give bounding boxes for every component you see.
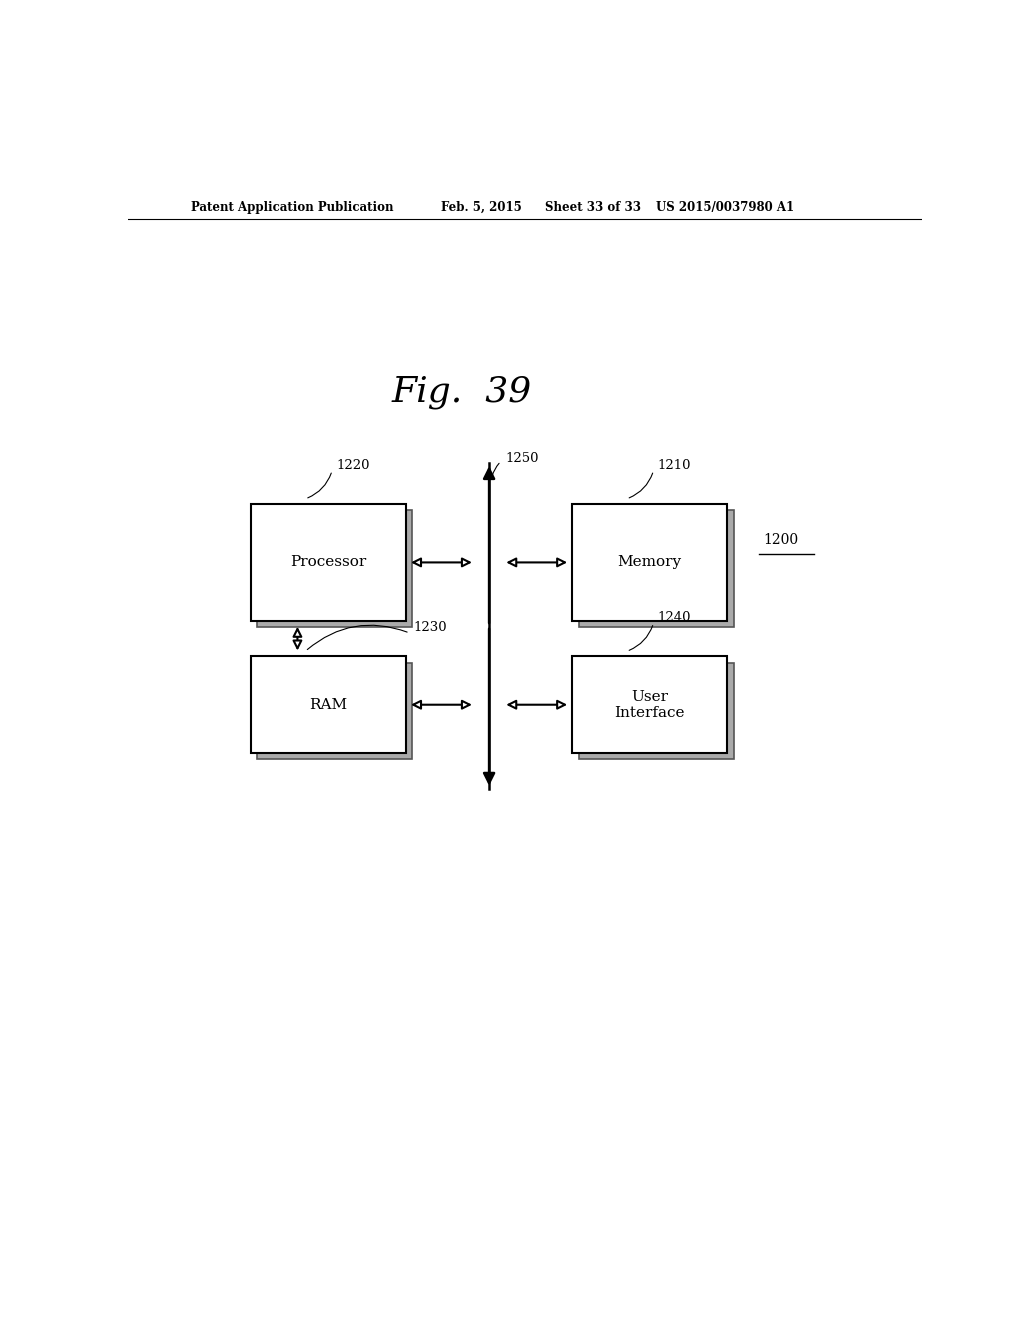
Bar [257, 510, 412, 627]
Text: Feb. 5, 2015: Feb. 5, 2015 [441, 201, 522, 214]
Text: 1200: 1200 [763, 532, 798, 546]
Text: US 2015/0037980 A1: US 2015/0037980 A1 [655, 201, 794, 214]
Text: 1220: 1220 [336, 459, 370, 471]
Bar [251, 656, 406, 752]
Text: 1250: 1250 [505, 451, 539, 465]
Bar [572, 504, 727, 620]
Bar [257, 663, 412, 759]
Text: Memory: Memory [617, 556, 682, 569]
Text: User
Interface: User Interface [614, 689, 685, 719]
Text: Fig.  39: Fig. 39 [391, 375, 531, 409]
Text: 1210: 1210 [657, 459, 691, 471]
Text: 1230: 1230 [414, 622, 447, 635]
Bar [579, 663, 733, 759]
Text: Processor: Processor [290, 556, 367, 569]
Bar [251, 504, 406, 620]
Bar [572, 656, 727, 752]
Bar [579, 510, 733, 627]
Text: 1240: 1240 [657, 611, 691, 624]
Text: Patent Application Publication: Patent Application Publication [191, 201, 394, 214]
Text: RAM: RAM [309, 698, 347, 711]
Text: Sheet 33 of 33: Sheet 33 of 33 [545, 201, 641, 214]
